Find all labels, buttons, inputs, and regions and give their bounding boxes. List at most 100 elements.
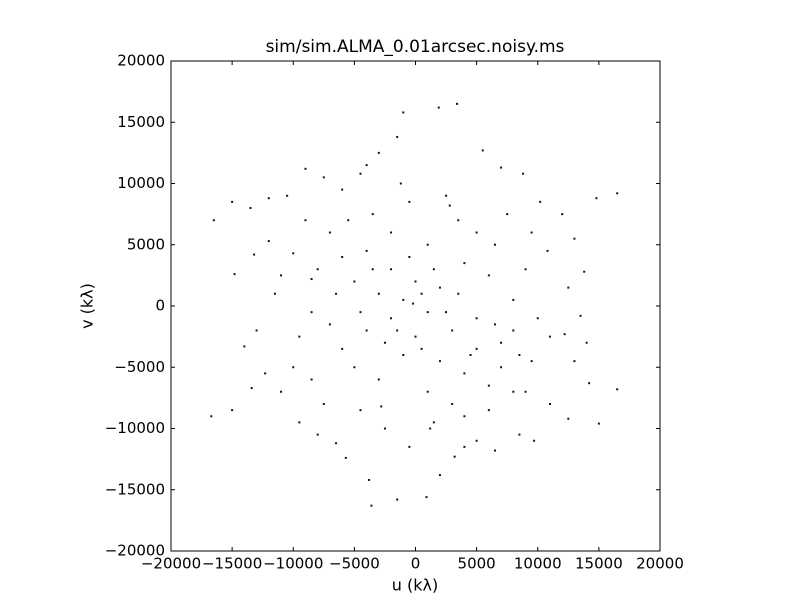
y-tick-label: 20000 [117, 52, 165, 70]
x-tick-label: −5000 [329, 555, 380, 573]
point [463, 445, 466, 448]
point [335, 292, 338, 295]
point [524, 268, 527, 271]
point [453, 455, 456, 458]
y-tick-label: −20000 [105, 542, 165, 560]
point [493, 243, 496, 246]
point [500, 341, 503, 344]
point [335, 442, 338, 445]
point [370, 504, 373, 507]
point [383, 341, 386, 344]
point [408, 256, 411, 258]
point [469, 354, 472, 356]
point [383, 427, 386, 430]
x-tick-label: 15000 [575, 555, 623, 573]
point [249, 207, 252, 209]
chart-title: sim/sim.ALMA_0.01arcsec.noisy.ms [266, 37, 565, 57]
point [530, 231, 533, 234]
point [426, 390, 429, 393]
point [280, 390, 283, 393]
point [250, 387, 253, 390]
point [328, 231, 331, 234]
point [344, 456, 347, 459]
y-tick-label: 0 [155, 297, 165, 315]
point [426, 243, 429, 246]
x-tick-label: −15000 [202, 555, 262, 573]
point [359, 172, 362, 175]
point [533, 439, 536, 442]
point [536, 317, 539, 320]
y-tick-label: −10000 [105, 419, 165, 437]
point [341, 256, 344, 258]
point [310, 278, 313, 281]
point [522, 172, 525, 175]
y-tick-label: 10000 [117, 174, 165, 192]
point [463, 372, 466, 375]
point [231, 200, 234, 203]
point [322, 176, 325, 179]
point [451, 329, 454, 332]
point [425, 496, 428, 499]
point [512, 390, 515, 393]
x-axis-label: u (kλ) [392, 576, 438, 595]
point [328, 323, 331, 326]
point [212, 219, 215, 222]
point [457, 292, 460, 295]
x-tick-label: 20000 [636, 555, 684, 573]
point [399, 182, 402, 185]
point [539, 200, 542, 203]
point [487, 384, 490, 387]
point [396, 498, 399, 501]
point [500, 166, 503, 169]
point [377, 292, 380, 295]
point [597, 422, 600, 425]
x-tick-label: 0 [411, 555, 421, 573]
point [548, 403, 551, 405]
point [408, 445, 411, 448]
point [402, 298, 405, 301]
point [286, 194, 289, 197]
point [371, 213, 374, 216]
point [412, 302, 415, 305]
point [365, 164, 368, 167]
point [292, 252, 295, 255]
point [429, 427, 432, 430]
point [437, 106, 440, 109]
point [396, 135, 399, 138]
point [438, 360, 441, 363]
point [475, 317, 478, 320]
point [493, 323, 496, 326]
point [377, 151, 380, 154]
point [267, 240, 270, 243]
point [316, 268, 319, 271]
point [475, 439, 478, 442]
point [414, 335, 417, 338]
point [365, 329, 368, 332]
point [445, 311, 448, 314]
point [420, 347, 423, 350]
point [390, 317, 393, 320]
point [353, 366, 356, 369]
point [616, 388, 619, 391]
point [487, 274, 490, 277]
point [341, 188, 344, 191]
point [316, 433, 319, 436]
point [588, 382, 591, 385]
point [548, 335, 551, 338]
point [457, 219, 460, 222]
point [432, 421, 435, 424]
point [371, 268, 374, 271]
point [273, 292, 276, 295]
point [347, 219, 350, 222]
point [310, 311, 313, 314]
point [292, 366, 295, 369]
point [402, 111, 405, 114]
point [298, 335, 301, 338]
point [233, 273, 236, 276]
point [390, 231, 393, 234]
point [280, 274, 283, 277]
point [438, 286, 441, 289]
point [414, 280, 417, 283]
point [506, 213, 509, 216]
